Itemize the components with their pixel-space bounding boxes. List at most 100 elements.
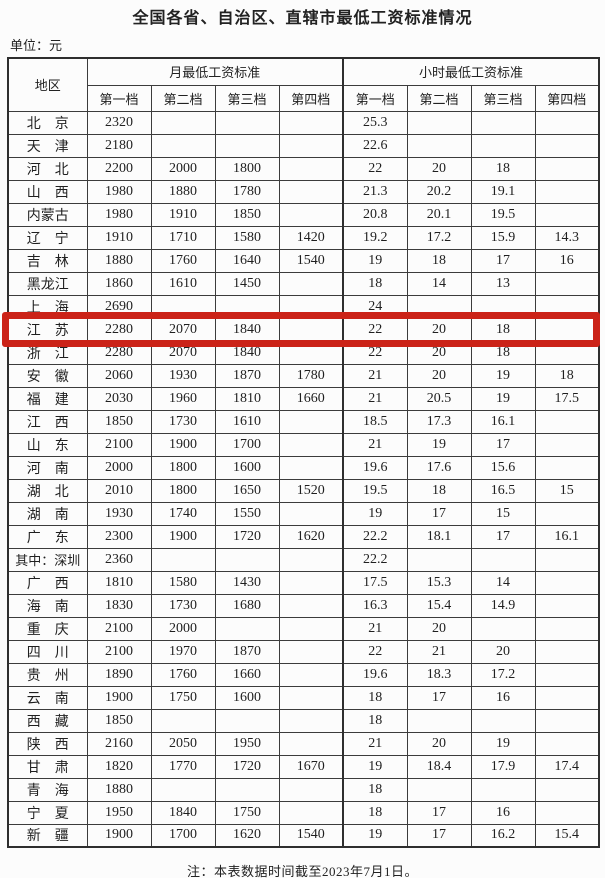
value-cell: 24 — [342, 294, 408, 319]
value-cell: 1600 — [214, 685, 280, 710]
value-cell — [470, 294, 536, 319]
region-cell: 贵 州 — [7, 662, 88, 687]
value-cell — [278, 685, 345, 710]
value-cell: 2300 — [86, 524, 152, 549]
value-cell: 2280 — [86, 340, 152, 365]
value-cell: 1880 — [86, 248, 152, 273]
value-cell: 2060 — [86, 363, 152, 388]
value-cell: 1750 — [150, 685, 216, 710]
value-cell: 2000 — [150, 156, 216, 181]
region-cell: 山 西 — [7, 179, 88, 204]
region-cell: 黑龙江 — [7, 271, 88, 296]
value-cell — [278, 340, 345, 365]
value-cell: 2200 — [86, 156, 152, 181]
region-cell: 河 北 — [7, 156, 88, 181]
value-cell: 18 — [406, 478, 472, 503]
monthly-tier1-header: 第一档 — [86, 84, 152, 112]
region-cell: 福 建 — [7, 386, 88, 411]
value-cell: 18.4 — [406, 754, 472, 779]
value-cell — [534, 317, 600, 342]
region-cell: 安 徽 — [7, 363, 88, 388]
value-cell — [470, 133, 536, 158]
value-cell: 20 — [406, 731, 472, 756]
value-cell — [534, 455, 600, 480]
value-cell: 17 — [406, 800, 472, 825]
unit-label: 单位：元 — [10, 38, 63, 53]
region-cell: 海 南 — [7, 593, 88, 618]
value-cell: 19 — [342, 823, 408, 848]
value-cell: 22.2 — [342, 547, 408, 572]
value-cell: 1720 — [214, 754, 280, 779]
value-cell: 22 — [342, 317, 408, 342]
value-cell — [406, 133, 472, 158]
value-cell — [278, 110, 345, 135]
region-cell: 四 川 — [7, 639, 88, 664]
value-cell: 1640 — [214, 248, 280, 273]
value-cell: 16 — [534, 248, 600, 273]
value-cell: 18 — [342, 271, 408, 296]
value-cell: 1810 — [86, 570, 152, 595]
value-cell — [534, 777, 600, 802]
value-cell: 1670 — [278, 754, 345, 779]
value-cell: 1840 — [214, 340, 280, 365]
table-header: 地区 月最低工资标准 小时最低工资标准 第一档 第二档 第三档 第四档 第一档 … — [7, 57, 600, 112]
monthly-tier3-header: 第三档 — [214, 84, 280, 112]
value-cell: 18 — [534, 363, 600, 388]
value-cell: 1910 — [150, 202, 216, 227]
value-cell: 1850 — [86, 409, 152, 434]
value-cell: 18 — [342, 685, 408, 710]
region-column-header: 地区 — [7, 57, 88, 112]
value-cell: 1850 — [86, 708, 152, 733]
table-row: 浙 江 2280 2070 1840 22 20 18 — [7, 340, 600, 365]
value-cell: 2050 — [150, 731, 216, 756]
value-cell: 1760 — [150, 662, 216, 687]
value-cell: 1850 — [214, 202, 280, 227]
value-cell: 1890 — [86, 662, 152, 687]
value-cell: 1660 — [214, 662, 280, 687]
value-cell: 19.2 — [342, 225, 408, 250]
hourly-group-header: 小时最低工资标准 — [342, 57, 600, 86]
value-cell — [278, 570, 345, 595]
region-cell: 江 西 — [7, 409, 88, 434]
region-cell: 吉 林 — [7, 248, 88, 273]
value-cell — [278, 156, 345, 181]
value-cell: 1520 — [278, 478, 345, 503]
value-cell: 16.1 — [534, 524, 600, 549]
value-cell: 21 — [342, 432, 408, 457]
region-cell: 辽 宁 — [7, 225, 88, 250]
value-cell — [534, 547, 600, 572]
value-cell — [470, 547, 536, 572]
value-cell: 1870 — [214, 363, 280, 388]
value-cell: 14 — [406, 271, 472, 296]
value-cell: 17 — [470, 248, 536, 273]
value-cell: 22 — [342, 639, 408, 664]
value-cell — [534, 685, 600, 710]
value-cell: 2100 — [86, 616, 152, 641]
value-cell: 21 — [342, 363, 408, 388]
value-cell: 20 — [406, 340, 472, 365]
value-cell: 18 — [470, 340, 536, 365]
value-cell: 20.8 — [342, 202, 408, 227]
value-cell: 18 — [342, 708, 408, 733]
value-cell: 22 — [342, 340, 408, 365]
value-cell: 21 — [342, 616, 408, 641]
value-cell: 1980 — [86, 179, 152, 204]
value-cell: 1770 — [150, 754, 216, 779]
value-cell — [470, 777, 536, 802]
table-row: 青 海 1880 18 — [7, 777, 600, 802]
value-cell: 1610 — [150, 271, 216, 296]
table-row: 四 川 2100 1970 1870 22 21 20 — [7, 639, 600, 664]
footnote: 注：本表数据时间截至2023年7月1日。 — [186, 864, 418, 878]
value-cell: 1540 — [278, 248, 345, 273]
value-cell — [214, 777, 280, 802]
value-cell: 20 — [406, 616, 472, 641]
value-cell — [534, 133, 600, 158]
table-row: 陕 西 2160 2050 1950 21 20 19 — [7, 731, 600, 756]
region-cell: 广 东 — [7, 524, 88, 549]
value-cell — [214, 294, 280, 319]
value-cell: 17 — [406, 823, 472, 848]
region-cell: 云 南 — [7, 685, 88, 710]
region-cell: 江 苏 — [7, 317, 88, 342]
value-cell: 1620 — [214, 823, 280, 848]
